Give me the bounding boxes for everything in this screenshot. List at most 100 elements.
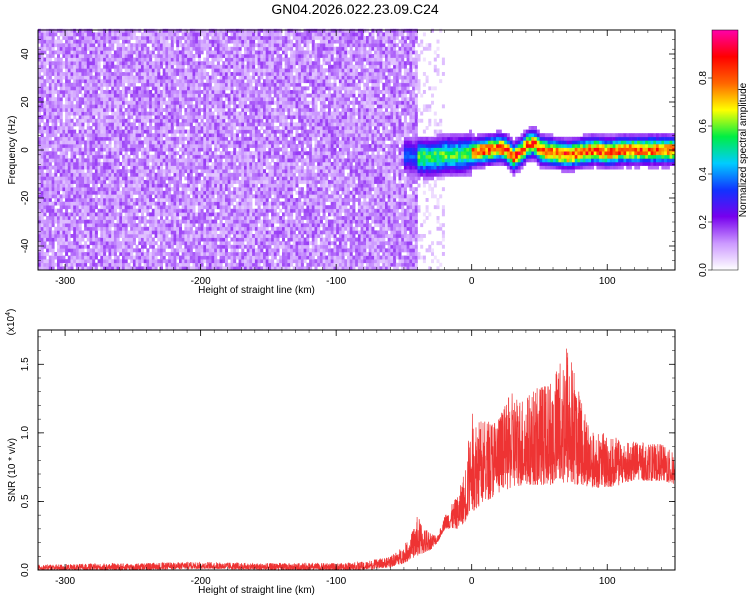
heatmap-cell xyxy=(46,122,50,127)
heatmap-cell xyxy=(75,208,79,213)
heatmap-cell xyxy=(214,190,218,195)
heatmap-cell xyxy=(252,244,256,249)
heatmap-cell xyxy=(100,190,104,195)
heatmap-cell xyxy=(197,158,201,163)
heatmap-cell xyxy=(146,252,150,256)
heatmap-cell xyxy=(89,252,93,256)
heatmap-cell xyxy=(73,75,77,80)
heatmap-cell xyxy=(151,162,155,166)
heatmap-cell xyxy=(86,176,90,181)
heatmap-cell xyxy=(168,259,172,264)
heatmap-cell xyxy=(89,46,93,51)
heatmap-cell xyxy=(92,201,96,206)
heatmap-cell xyxy=(170,111,174,116)
heatmap-cell xyxy=(170,205,174,210)
heatmap-cell xyxy=(127,183,131,188)
heatmap-cell xyxy=(113,147,117,152)
heatmap-cell xyxy=(249,82,253,87)
heatmap-cell xyxy=(246,93,250,98)
heatmap-cell xyxy=(122,205,126,210)
heatmap-cell xyxy=(162,129,166,134)
heatmap-cell xyxy=(244,122,248,127)
heatmap-cell xyxy=(246,223,250,228)
heatmap-cell xyxy=(192,97,196,102)
heatmap-cell xyxy=(122,165,126,170)
heatmap-cell xyxy=(57,61,61,66)
heatmap-cell xyxy=(94,176,98,181)
heatmap-cell xyxy=(176,136,180,141)
heatmap-cell xyxy=(105,259,109,264)
heatmap-cell xyxy=(130,241,134,246)
heatmap-cell xyxy=(149,64,153,69)
heatmap-cell xyxy=(241,252,245,256)
heatmap-cell xyxy=(238,162,242,166)
heatmap-cell xyxy=(51,68,55,73)
heatmap-cell xyxy=(187,133,191,138)
heatmap-cell xyxy=(84,61,88,66)
heatmap-cell xyxy=(70,54,74,58)
heatmap-cell xyxy=(222,46,226,51)
heatmap-cell xyxy=(184,147,188,152)
heatmap-cell xyxy=(48,72,52,76)
heatmap-cell xyxy=(89,259,93,264)
heatmap-cell xyxy=(162,32,166,37)
heatmap-cell xyxy=(127,208,131,213)
heatmap-cell xyxy=(192,39,196,44)
heatmap-cell xyxy=(187,244,191,249)
heatmap-cell xyxy=(146,219,150,224)
heatmap-cell xyxy=(89,144,93,148)
heatmap-cell xyxy=(211,244,215,249)
heatmap-cell xyxy=(46,129,50,134)
heatmap-cell xyxy=(225,162,229,166)
heatmap-cell xyxy=(189,43,193,48)
heatmap-cell xyxy=(165,212,169,217)
heatmap-cell xyxy=(73,208,77,213)
heatmap-cell xyxy=(48,169,52,174)
heatmap-cell xyxy=(135,259,139,264)
heatmap-cell xyxy=(181,57,185,62)
heatmap-cell xyxy=(170,140,174,145)
heatmap-cell xyxy=(162,205,166,210)
heatmap-cell xyxy=(241,43,245,48)
heatmap-cell xyxy=(176,244,180,249)
heatmap-cell xyxy=(181,151,185,156)
heatmap-cell xyxy=(181,79,185,84)
heatmap-cell xyxy=(105,248,109,253)
heatmap-cell xyxy=(151,140,155,145)
heatmap-cell xyxy=(170,165,174,170)
heatmap-cell xyxy=(233,198,237,202)
heatmap-cell xyxy=(100,162,104,166)
heatmap-cell xyxy=(40,57,44,62)
heatmap-cell xyxy=(176,39,180,44)
heatmap-cell xyxy=(86,36,90,40)
heatmap-cell xyxy=(46,28,50,33)
heatmap-cell xyxy=(59,154,63,159)
heatmap-cell xyxy=(122,36,126,40)
heatmap-cell xyxy=(233,248,237,253)
heatmap-cell xyxy=(219,223,223,228)
heatmap-cell xyxy=(227,255,231,260)
heatmap-cell xyxy=(51,126,55,130)
heatmap-cell xyxy=(151,201,155,206)
heatmap-cell xyxy=(187,183,191,188)
heatmap-cell xyxy=(70,198,74,202)
heatmap-cell xyxy=(103,262,107,267)
heatmap-cell xyxy=(103,194,107,199)
heatmap-cell xyxy=(157,162,161,166)
heatmap-cell xyxy=(122,43,126,48)
heatmap-cell xyxy=(170,61,174,66)
heatmap-cell xyxy=(135,147,139,152)
heatmap-cell xyxy=(124,262,128,267)
heatmap-cell xyxy=(132,165,136,170)
heatmap-cell xyxy=(111,43,115,48)
heatmap-cell xyxy=(122,158,126,163)
heatmap-cell xyxy=(189,28,193,33)
heatmap-cell xyxy=(157,237,161,242)
heatmap-cell xyxy=(154,266,158,271)
heatmap-cell xyxy=(176,169,180,174)
heatmap-cell xyxy=(181,201,185,206)
heatmap-cell xyxy=(170,118,174,123)
heatmap-cell xyxy=(86,28,90,33)
heatmap-cell xyxy=(97,165,101,170)
heatmap-cell xyxy=(97,54,101,58)
